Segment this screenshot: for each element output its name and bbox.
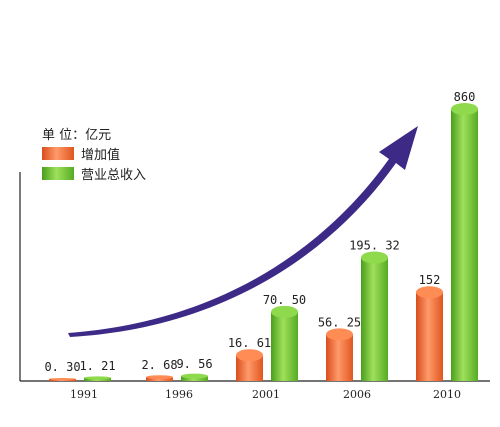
data-label-value-added-2001: 16. 61 bbox=[228, 336, 271, 350]
legend-label-value-added: 增加值 bbox=[81, 147, 120, 163]
bar-total-revenue-2001 bbox=[271, 311, 298, 381]
bar-value-added-1996 bbox=[146, 377, 173, 381]
x-tick-2006: 2006 bbox=[343, 388, 371, 401]
bar-cap-value-added-2001 bbox=[236, 349, 263, 362]
data-label-total-revenue-2001: 70. 50 bbox=[263, 293, 306, 307]
x-tick-1991: 1991 bbox=[70, 388, 98, 401]
data-label-value-added-1991: 0. 30 bbox=[44, 360, 80, 374]
bar-cap-value-added-2010 bbox=[416, 286, 443, 299]
data-label-total-revenue-1991: 1. 21 bbox=[79, 359, 115, 373]
bar-total-revenue-2010 bbox=[451, 109, 478, 381]
data-label-total-revenue-2010: 860 bbox=[454, 90, 476, 104]
bar-cap-total-revenue-1991 bbox=[84, 376, 111, 380]
bar-cap-total-revenue-2006 bbox=[361, 251, 388, 264]
data-label-value-added-2010: 152 bbox=[419, 273, 441, 287]
bars-group: 0. 30 2. 68 16. 61 56. 25 152 1. 21 9. 56 70. 5… bbox=[44, 90, 478, 381]
bar-cap-total-revenue-2001 bbox=[271, 305, 298, 318]
data-label-total-revenue-2006: 195. 32 bbox=[349, 239, 400, 253]
bar-cap-value-added-1991 bbox=[49, 378, 76, 380]
bar-cap-value-added-1996 bbox=[146, 375, 173, 380]
bar-cap-total-revenue-2010 bbox=[451, 103, 478, 115]
x-tick-2010: 2010 bbox=[433, 388, 461, 401]
bar-value-added-2010 bbox=[416, 292, 443, 381]
tick-labels-group: 1991 1996 2001 2006 2010 bbox=[70, 388, 461, 401]
legend-swatch-value-added bbox=[42, 147, 74, 160]
unit-label: 单 位：亿元 bbox=[42, 128, 111, 143]
legend-swatch-total-revenue bbox=[42, 167, 74, 180]
x-tick-1996: 1996 bbox=[165, 388, 193, 401]
bar-total-revenue-1991 bbox=[84, 377, 111, 381]
data-label-value-added-1996: 2. 68 bbox=[141, 358, 177, 372]
legend-label-total-revenue: 营业总收入 bbox=[81, 168, 146, 183]
bar-cap-total-revenue-1996 bbox=[181, 373, 208, 379]
bar-total-revenue-2006 bbox=[361, 257, 388, 381]
bar-value-added-2006 bbox=[326, 334, 353, 381]
data-label-value-added-2006: 56. 25 bbox=[318, 315, 361, 329]
bar-cap-value-added-2006 bbox=[326, 328, 353, 341]
data-label-total-revenue-1996: 9. 56 bbox=[176, 357, 212, 371]
x-tick-2001: 2001 bbox=[252, 388, 280, 401]
